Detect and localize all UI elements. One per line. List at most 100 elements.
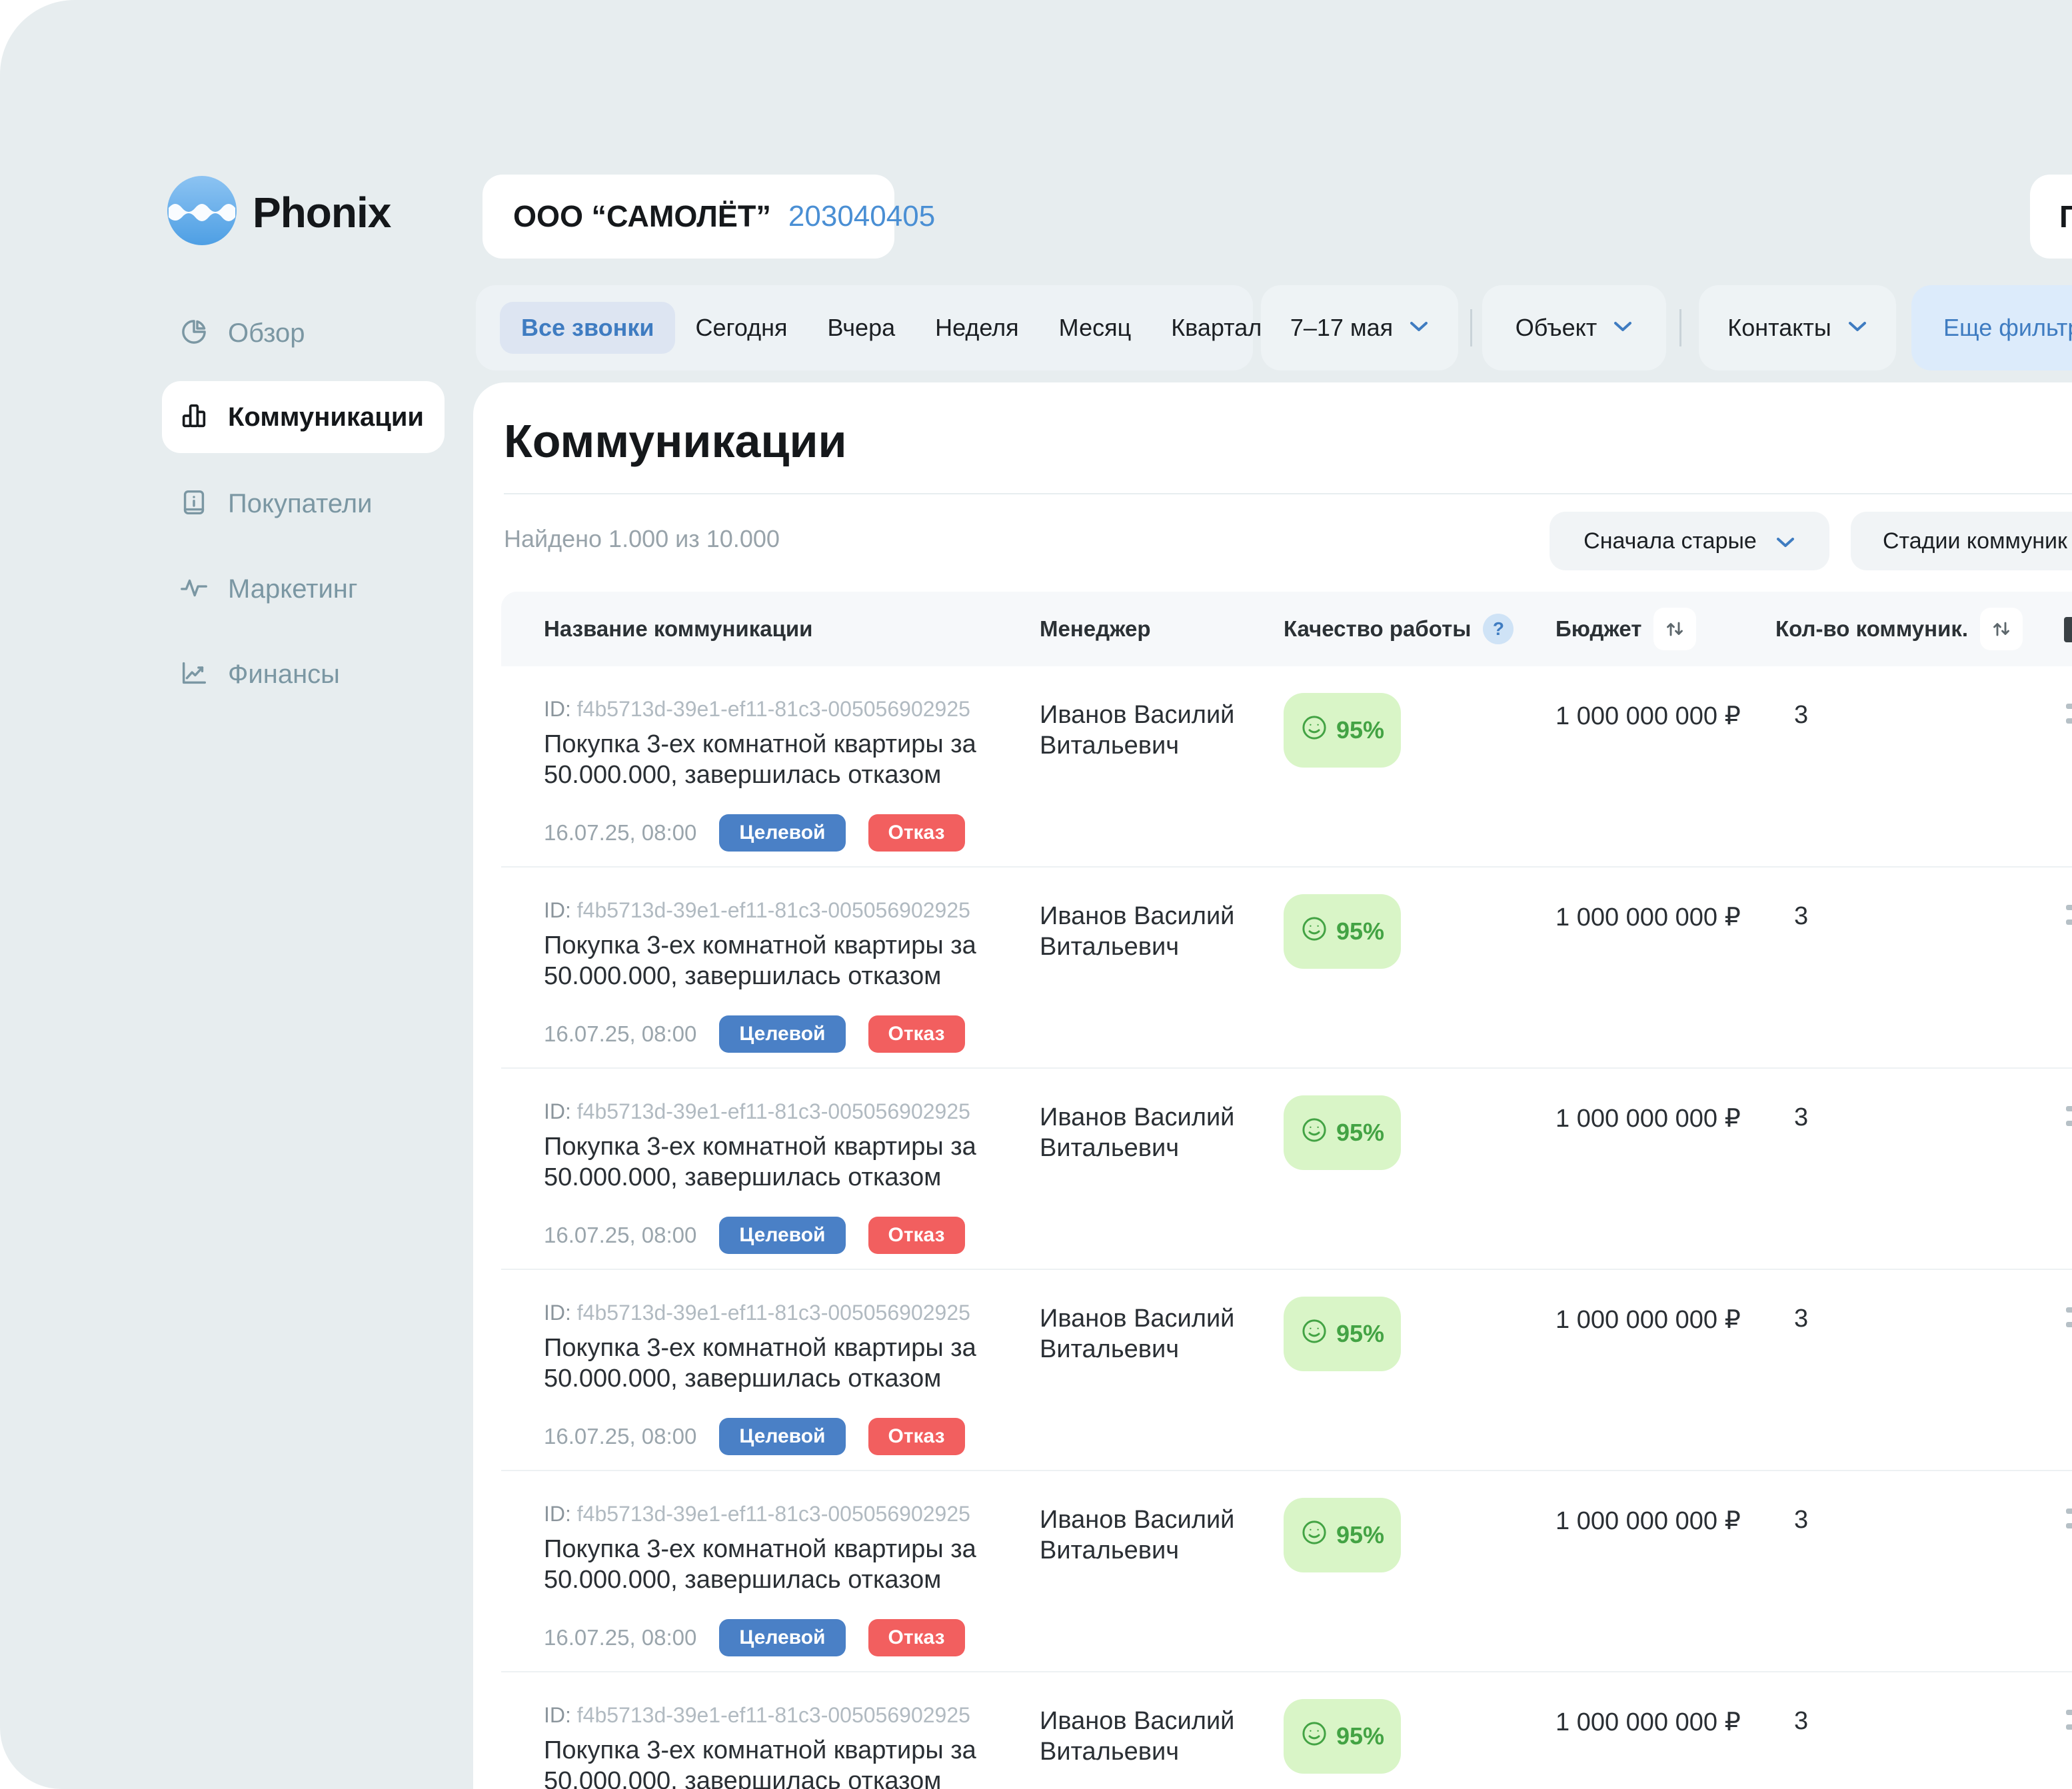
page-title: Коммуникации — [504, 415, 847, 467]
pulse-icon — [179, 572, 209, 606]
sidebar-item-buyers[interactable]: Покупатели — [162, 468, 445, 540]
clipped-column-fragment — [2066, 718, 2072, 724]
quality-badge: 95% — [1284, 1297, 1401, 1371]
clipped-column-fragment — [2066, 919, 2072, 925]
company-code-link[interactable]: 203040405 — [788, 200, 936, 233]
target-badge: Целевой — [719, 1015, 846, 1053]
contacts-label: Контакты — [1727, 314, 1831, 341]
quality-value: 95% — [1336, 1722, 1385, 1750]
sidebar-item-marketing[interactable]: Маркетинг — [162, 553, 445, 625]
row-title[interactable]: Покупка 3-ех комнатной квартиры за 50.00… — [544, 1535, 976, 1594]
row-datetime: 16.07.25, 08:00 — [544, 1021, 697, 1046]
segment-all-calls[interactable]: Все звонки — [500, 302, 676, 354]
segment-month[interactable]: Месяц — [1058, 314, 1132, 341]
row-communications-count: 3 — [1794, 1305, 1809, 1333]
sort-arrows-icon[interactable] — [1980, 608, 2023, 650]
refusal-badge: Отказ — [868, 1619, 965, 1656]
row-manager: Иванов Василий Витальевич — [1040, 1305, 1235, 1363]
table-row[interactable]: ID: f4b5713d-39e1-ef11-81c3-005056902925… — [501, 1270, 2072, 1471]
table-row[interactable]: ID: f4b5713d-39e1-ef11-81c3-005056902925… — [501, 868, 2072, 1069]
row-id-value: f4b5713d-39e1-ef11-81c3-005056902925 — [576, 1099, 970, 1123]
row-datetime: 16.07.25, 08:00 — [544, 1223, 697, 1247]
contacts-dropdown[interactable]: Контакты — [1699, 285, 1896, 370]
segment-today[interactable]: Сегодня — [695, 314, 788, 341]
clipped-column-fragment — [2066, 1710, 2072, 1715]
row-id: ID: f4b5713d-39e1-ef11-81c3-005056902925 — [544, 898, 970, 923]
sidebar-item-communications[interactable]: Коммуникации — [162, 381, 445, 453]
row-title[interactable]: Покупка 3-ех комнатной квартиры за 50.00… — [544, 730, 976, 789]
row-id: ID: f4b5713d-39e1-ef11-81c3-005056902925 — [544, 1502, 970, 1526]
profile-button[interactable]: По — [2030, 175, 2072, 259]
date-range-dropdown[interactable]: 7–17 мая — [1261, 285, 1458, 370]
row-budget: 1 000 000 000 ₽ — [1555, 702, 1741, 730]
row-title[interactable]: Покупка 3-ех комнатной квартиры за 50.00… — [544, 1736, 976, 1789]
object-label: Объект — [1515, 314, 1597, 341]
row-title[interactable]: Покупка 3-ех комнатной квартиры за 50.00… — [544, 1133, 976, 1191]
row-manager: Иванов Василий Витальевич — [1040, 902, 1235, 961]
smiley-icon — [1300, 1518, 1328, 1552]
sort-dropdown[interactable]: Сначала старые — [1550, 512, 1829, 570]
target-badge: Целевой — [719, 1619, 846, 1656]
quality-badge: 95% — [1284, 1498, 1401, 1572]
row-manager: Иванов Василий Витальевич — [1040, 1506, 1235, 1564]
segment-yesterday[interactable]: Вчера — [827, 314, 896, 341]
smiley-icon — [1300, 1317, 1328, 1351]
more-filters-button[interactable]: Еще фильтр — [1911, 285, 2072, 370]
table-row[interactable]: ID: f4b5713d-39e1-ef11-81c3-005056902925… — [501, 666, 2072, 868]
row-meta: 16.07.25, 08:00 Целевой Отказ — [544, 814, 965, 852]
smiley-icon — [1300, 915, 1328, 949]
row-budget: 1 000 000 000 ₽ — [1555, 903, 1741, 931]
row-meta: 16.07.25, 08:00 Целевой Отказ — [544, 1015, 965, 1053]
object-dropdown[interactable]: Объект — [1482, 285, 1666, 370]
sidebar-item-finance[interactable]: Финансы — [162, 638, 445, 710]
stage-filter-dropdown[interactable]: Стадии коммуник — [1851, 512, 2072, 570]
target-badge: Целевой — [719, 1217, 846, 1254]
row-id-prefix: ID: — [544, 898, 571, 922]
clipped-column-fragment — [2064, 617, 2072, 642]
filter-separator — [1470, 309, 1472, 346]
row-budget: 1 000 000 000 ₽ — [1555, 1105, 1741, 1133]
table-row[interactable]: ID: f4b5713d-39e1-ef11-81c3-005056902925… — [501, 1069, 2072, 1270]
sort-arrows-icon[interactable] — [1653, 608, 1697, 650]
row-title[interactable]: Покупка 3-ех комнатной квартиры за 50.00… — [544, 931, 976, 990]
refusal-badge: Отказ — [868, 1217, 965, 1254]
clipped-column-fragment — [2066, 1322, 2072, 1327]
row-meta: 16.07.25, 08:00 Целевой Отказ — [544, 1217, 965, 1254]
row-communications-count: 3 — [1794, 1103, 1809, 1131]
company-switcher[interactable]: ООО “САМОЛЁТ” 203040405 — [483, 175, 935, 259]
clipped-column-fragment — [2066, 1307, 2072, 1313]
table-row[interactable]: ID: f4b5713d-39e1-ef11-81c3-005056902925… — [501, 1672, 2072, 1789]
quality-value: 95% — [1336, 1119, 1385, 1146]
column-header-count: Кол-во коммуник. — [1775, 592, 2023, 666]
row-id-prefix: ID: — [544, 697, 571, 721]
bar-chart-icon — [179, 400, 209, 434]
row-communications-count: 3 — [1794, 701, 1809, 729]
help-icon[interactable]: ? — [1483, 614, 1514, 644]
row-title[interactable]: Покупка 3-ех комнатной квартиры за 50.00… — [544, 1334, 976, 1393]
row-budget: 1 000 000 000 ₽ — [1555, 1708, 1741, 1736]
row-budget: 1 000 000 000 ₽ — [1555, 1306, 1741, 1334]
smiley-icon — [1300, 714, 1328, 748]
clipped-column-fragment — [2066, 1121, 2072, 1126]
table-row[interactable]: ID: f4b5713d-39e1-ef11-81c3-005056902925… — [501, 1471, 2072, 1672]
title-divider — [504, 493, 2072, 494]
segment-week[interactable]: Неделя — [935, 314, 1019, 341]
segment-quarter[interactable]: Квартал — [1171, 314, 1262, 341]
row-datetime: 16.07.25, 08:00 — [544, 820, 697, 845]
row-id-value: f4b5713d-39e1-ef11-81c3-005056902925 — [576, 1703, 970, 1727]
company-name: ООО “САМОЛЁТ” — [513, 199, 771, 233]
sidebar-item-label: Покупатели — [228, 488, 373, 518]
clipped-column-fragment — [2066, 1523, 2072, 1528]
row-manager: Иванов Василий Витальевич — [1040, 701, 1235, 760]
sidebar-item-overview[interactable]: Обзор — [162, 297, 445, 369]
more-filters-label: Еще фильтр — [1943, 314, 2072, 341]
brand-name: Phonix — [253, 188, 391, 237]
row-budget: 1 000 000 000 ₽ — [1555, 1507, 1741, 1535]
quality-value: 95% — [1336, 1320, 1385, 1347]
profile-label: По — [2059, 199, 2072, 234]
quality-badge: 95% — [1284, 894, 1401, 969]
smiley-icon — [1300, 1720, 1328, 1754]
sort-value: Сначала старые — [1583, 528, 1757, 554]
row-datetime: 16.07.25, 08:00 — [544, 1625, 697, 1650]
row-communications-count: 3 — [1794, 1707, 1809, 1735]
